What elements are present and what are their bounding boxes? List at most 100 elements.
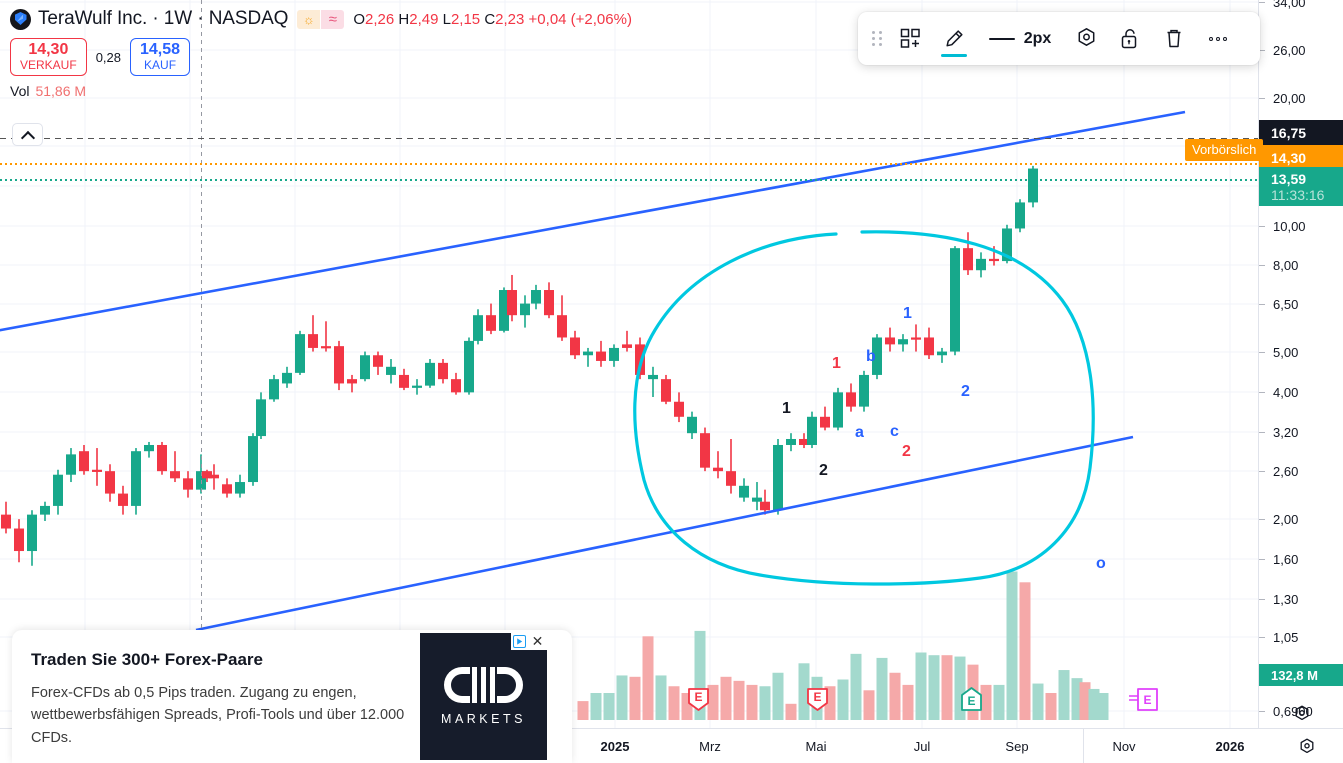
session-sun-icon: ☼ xyxy=(297,9,321,29)
ohlc-c-value: 2,23 xyxy=(495,10,525,28)
wave-label[interactable]: 2 xyxy=(902,443,911,460)
ohlc-change: +0,04 (+2,06%) xyxy=(528,10,632,28)
price-tick-label: 4,00 xyxy=(1273,384,1299,400)
drag-grip-icon[interactable] xyxy=(862,12,888,65)
price-tick-dash xyxy=(1259,432,1265,433)
time-tick-label: 2025 xyxy=(600,738,630,754)
wave-label[interactable]: 1 xyxy=(782,400,791,417)
ad-controls[interactable]: ✕ xyxy=(511,633,547,650)
wave-label[interactable]: 1 xyxy=(832,355,841,372)
line-preview-icon xyxy=(988,37,1015,40)
buy-button[interactable]: 14,58 KAUF xyxy=(130,38,191,77)
price-tick-dash xyxy=(1259,50,1265,51)
earnings-marker[interactable]: E xyxy=(960,687,983,712)
freehand-circle-annotation[interactable] xyxy=(633,230,1095,586)
wave-label[interactable]: o xyxy=(1096,555,1106,572)
advertisement-panel[interactable]: Traden Sie 300+ Forex-Paare Forex-CFDs a… xyxy=(12,630,572,763)
drawing-toolbar[interactable]: 2px xyxy=(858,12,1260,65)
adchoices-icon[interactable] xyxy=(511,633,528,650)
earnings-marker-label: E xyxy=(967,694,976,708)
prepost-price-line xyxy=(0,163,1258,165)
price-tick: 34,00 xyxy=(1259,0,1343,10)
price-tick-label: 6,50 xyxy=(1273,296,1299,312)
drawing-settings-icon[interactable] xyxy=(1064,12,1108,65)
earnings-marker[interactable]: E xyxy=(1129,687,1159,712)
ad-brand-name: MARKETS xyxy=(441,712,526,726)
volume-series xyxy=(577,571,1109,720)
collapse-pane-button[interactable] xyxy=(12,123,43,146)
earnings-marker-label: E xyxy=(813,690,822,704)
trash-icon[interactable] xyxy=(1152,12,1196,65)
earnings-marker[interactable]: E xyxy=(806,687,829,712)
line-width-button[interactable]: 2px xyxy=(976,12,1064,65)
price-tick-dash xyxy=(1259,559,1265,560)
ohlc-c-label: C xyxy=(484,10,496,28)
wave-label[interactable]: c xyxy=(890,423,899,440)
price-tick-label: 20,00 xyxy=(1273,90,1306,106)
wave-label[interactable]: a xyxy=(855,424,864,441)
extended-hours-wave-icon: ≈ xyxy=(321,9,345,29)
time-tick-label: Sep xyxy=(1005,738,1029,754)
price-tick: 2,00 xyxy=(1259,511,1343,527)
legend-badges: ☼ ≈ xyxy=(297,9,345,29)
ohlc-values: O2,26 H2,49 L2,15 C2,23 +0,04 (+2,06%) xyxy=(353,11,632,28)
wave-label[interactable]: b xyxy=(866,348,876,365)
candlestick-series xyxy=(1,165,1038,566)
ohlc-h-value: 2,49 xyxy=(409,10,439,28)
volume-value-tag: 132,8 M xyxy=(1259,664,1343,686)
price-tick: 10,00 xyxy=(1259,218,1343,234)
time-tick-label: Nov xyxy=(1112,738,1136,754)
gridlines xyxy=(0,0,1258,728)
price-scale-settings-icon[interactable] xyxy=(1259,704,1343,724)
price-tick: 1,30 xyxy=(1259,591,1343,607)
pen-tool-icon[interactable] xyxy=(932,12,976,65)
price-tick-dash xyxy=(1259,637,1265,638)
current-price-value: 13,59 xyxy=(1271,170,1307,187)
prepost-price-tag: 14,30 xyxy=(1259,145,1343,170)
chart-pane[interactable] xyxy=(0,0,1258,728)
chart-canvas[interactable] xyxy=(0,0,1258,728)
time-tick-label: Mai xyxy=(805,738,827,754)
volume-value: 51,86 M xyxy=(35,83,87,100)
volume-label: Vol xyxy=(10,83,30,100)
trend-channel[interactable] xyxy=(0,110,1186,632)
unlock-icon[interactable] xyxy=(1108,12,1152,65)
sell-label: VERKAUF xyxy=(20,57,77,72)
prepost-session-badge: Vorbörslich xyxy=(1185,139,1264,161)
wave-label[interactable]: 2 xyxy=(819,462,828,479)
ohlc-h-label: H xyxy=(398,10,410,28)
price-tick-dash xyxy=(1259,711,1265,712)
terawulf-shield-logo-icon xyxy=(10,8,31,30)
volume-legend[interactable]: Vol 51,86 M xyxy=(10,83,632,99)
close-icon[interactable]: ✕ xyxy=(528,633,547,650)
price-tick: 6,50 xyxy=(1259,296,1343,312)
earnings-marker-label: E xyxy=(694,690,703,704)
buy-label: KAUF xyxy=(144,57,177,72)
price-tick: 5,00 xyxy=(1259,344,1343,360)
chart-legend: TeraWulf Inc. · 1W · NASDAQ ☼ ≈ O2,26 H2… xyxy=(10,6,632,99)
time-tick-label: Mrz xyxy=(699,738,721,754)
wave-label[interactable]: 2 xyxy=(961,383,970,400)
high-price-line xyxy=(0,138,1258,139)
price-axis[interactable]: 34,00 26,00 20,00 10,00 8,00 6,50 5,00 4,00 3,20… xyxy=(1258,0,1343,728)
symbol-title[interactable]: TeraWulf Inc. · 1W · NASDAQ xyxy=(38,8,289,29)
price-tick-dash xyxy=(1259,304,1265,305)
line-width-label: 2px xyxy=(1023,29,1052,47)
price-tick: 26,00 xyxy=(1259,42,1343,58)
time-scale-settings-icon[interactable] xyxy=(1297,737,1317,757)
more-options-icon[interactable] xyxy=(1196,12,1240,65)
ohlc-l-value: 2,15 xyxy=(450,10,481,28)
price-tick-label: 2,60 xyxy=(1273,463,1299,479)
buy-sell-widget: 14,30 VERKAUF 0,28 14,58 KAUF xyxy=(10,38,632,77)
price-tick-dash xyxy=(1259,471,1265,472)
ad-brand-image[interactable]: MARKETS xyxy=(420,633,547,760)
wave-label[interactable]: 1 xyxy=(903,305,912,322)
sell-button[interactable]: 14,30 VERKAUF xyxy=(10,38,87,77)
earnings-marker[interactable]: E xyxy=(687,687,710,712)
price-tick-label: 26,00 xyxy=(1273,42,1306,58)
legend-title-row[interactable]: TeraWulf Inc. · 1W · NASDAQ ☼ ≈ O2,26 H2… xyxy=(10,6,632,32)
add-template-icon[interactable] xyxy=(888,12,932,65)
price-tick: 1,05 xyxy=(1259,629,1343,645)
price-tick: 1,60 xyxy=(1259,551,1343,567)
